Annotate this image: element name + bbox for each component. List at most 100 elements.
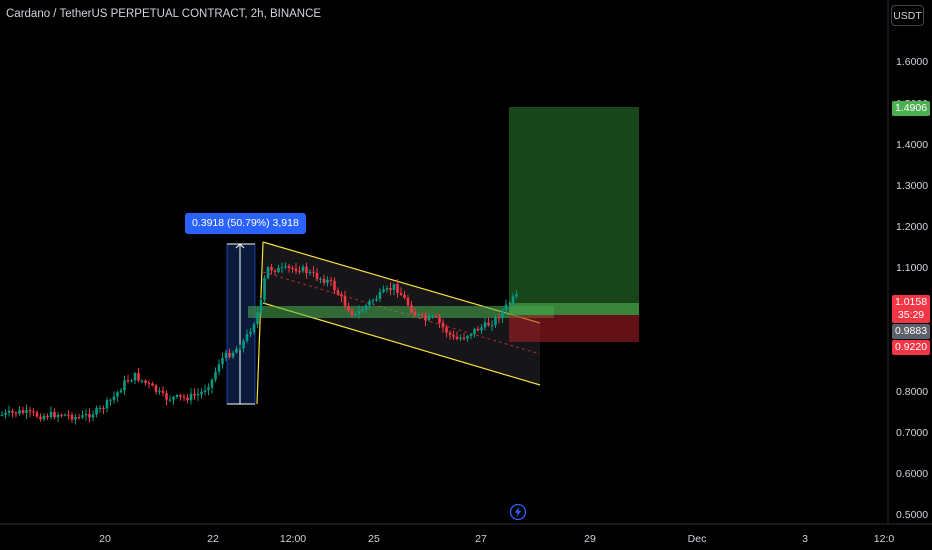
candle-body [298,271,301,273]
candle-body [200,391,203,395]
candle-body [21,410,25,414]
candle-body [144,380,147,383]
currency-button[interactable]: USDT [891,5,924,26]
candle-body [228,352,231,358]
candle-body [375,298,378,301]
candle-body [312,271,315,273]
candlestick-series [0,262,518,425]
candle-body [224,352,228,358]
stop-price-tag: 0.9220 [892,340,930,355]
candle-body [252,324,256,332]
candle-body [389,287,392,290]
candle-body [77,417,81,419]
candle-body [347,305,350,311]
candle-body [483,322,487,328]
candle-body [329,279,333,281]
candle-body [497,317,501,319]
candle-body [382,289,385,292]
lightning-bolt-icon[interactable] [509,503,527,521]
candle-body [39,416,42,420]
candle-body [445,327,448,333]
candle-body [424,315,427,321]
candle-body [11,410,14,413]
candle-body [448,332,452,335]
candle-body [294,268,298,272]
candle-body [476,328,480,331]
price-axis-label: 0.5000 [896,509,929,521]
candle-body [175,395,179,398]
measure-tool[interactable] [226,243,256,405]
candle-body [25,410,28,414]
candle-body [105,400,109,409]
candle-body [102,408,105,410]
candle-body [322,278,326,283]
candle-body [42,415,46,420]
price-axis-label: 1.4000 [896,138,929,151]
candle-body [466,336,469,339]
price-axis-label: 1.3000 [896,179,929,192]
time-axis-label: 22 [207,533,219,545]
candle-body [221,357,224,365]
candle-body [259,299,263,313]
candle-body [0,414,4,416]
candle-body [455,336,459,339]
candle-body [81,415,84,418]
candle-body [480,327,483,331]
candle-body [109,399,112,401]
measure-label: 0.3918 (50.79%) 3,918 [185,213,306,234]
candle-body [361,309,364,312]
candle-body [490,325,494,327]
candle-body [427,316,431,321]
support-zone[interactable] [248,306,554,318]
time-axis-label: 12:00 [279,533,307,545]
candle-body [217,364,221,372]
candle-body [494,317,497,326]
candle-body [84,413,88,416]
candle-body [18,410,21,414]
candle-body [158,390,161,392]
candle-body [49,411,53,418]
candle-body [116,392,119,397]
candle-body [133,373,137,381]
candle-body [273,270,277,273]
candle-body [441,322,445,328]
mid-price-tag: 0.9883 [892,324,930,339]
candle-body [511,296,515,304]
long-position-tool[interactable] [509,107,639,342]
candle-body [462,337,466,339]
candle-body [287,266,291,269]
price-axis-label: 0.7000 [896,426,929,439]
candle-body [60,414,63,416]
candle-body [301,266,305,272]
price-axis-label: 1.1000 [896,262,929,275]
price-axis-label: 1.2000 [896,220,929,233]
candle-body [501,310,504,319]
candle-body [319,278,322,280]
candle-body [249,331,252,335]
candle-body [161,390,165,393]
candle-body [88,413,91,418]
candle-body [431,316,434,318]
time-axis-label: 29 [584,533,596,545]
candle-body [469,334,473,337]
price-axis-label: 1.6000 [896,56,929,69]
candle-body [354,313,357,316]
candle-body [147,382,151,384]
candle-body [35,412,39,417]
candle-body [434,316,438,318]
candle-body [46,415,49,418]
candle-body [459,337,462,339]
candle-body [7,410,11,413]
candle-body [417,314,420,316]
candle-body [270,267,273,271]
candle-body [256,312,259,325]
candle-body [333,280,336,291]
candle-body [207,387,210,391]
candle-body [53,411,56,418]
chart-title: Cardano / TetherUS PERPETUAL CONTRACT, 2… [6,8,322,20]
candle-body [406,297,410,306]
candle-body [70,415,74,420]
candle-body [336,290,340,295]
candle-body [168,399,172,401]
